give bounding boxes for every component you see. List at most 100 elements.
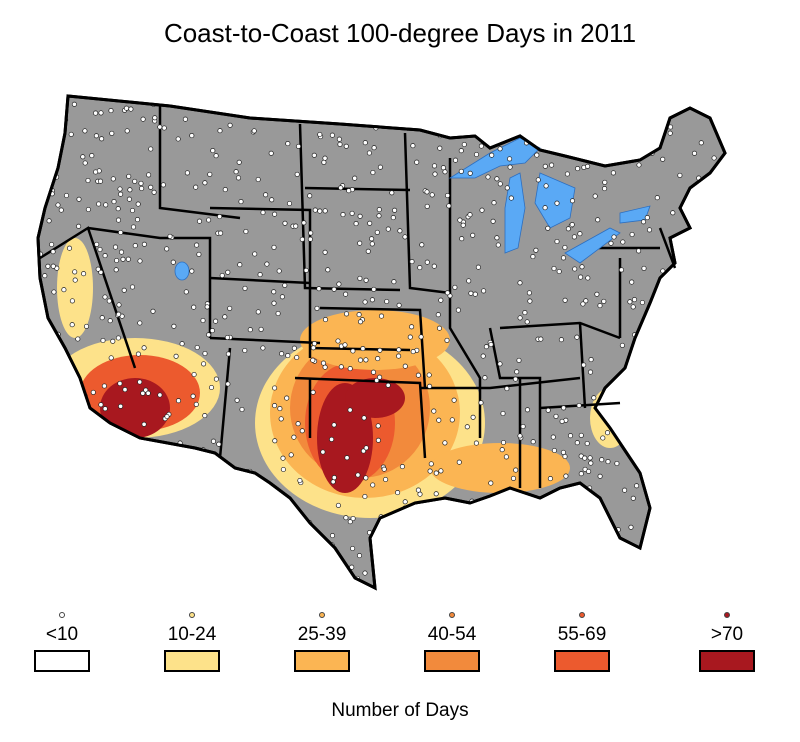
- heat-zone-sw-core: [100, 378, 170, 438]
- station-marker: [653, 425, 659, 431]
- station-marker: [662, 560, 668, 566]
- station-marker: [417, 491, 423, 497]
- station-marker: [90, 522, 96, 528]
- station-marker: [558, 140, 564, 146]
- station-marker: [128, 106, 134, 112]
- station-marker: [251, 128, 257, 134]
- station-marker: [347, 519, 353, 525]
- station-marker: [175, 398, 182, 404]
- station-marker: [704, 349, 710, 355]
- lake-michigan: [504, 172, 526, 254]
- station-marker: [608, 114, 614, 120]
- station-marker: [370, 369, 377, 375]
- station-marker: [595, 217, 601, 223]
- station-marker: [609, 577, 615, 584]
- station-marker: [701, 572, 707, 578]
- station-marker: [363, 475, 369, 481]
- station-marker: [252, 251, 258, 257]
- legend-label: >70: [710, 624, 744, 645]
- station-marker: [164, 511, 170, 517]
- station-marker: [713, 115, 719, 121]
- station-marker: [424, 203, 430, 209]
- station-marker: [524, 319, 530, 325]
- station-marker: [352, 175, 358, 181]
- station-marker: [599, 133, 605, 139]
- station-marker: [342, 342, 348, 348]
- station-marker: [485, 136, 491, 142]
- station-marker: [493, 574, 499, 580]
- station-marker: [202, 350, 208, 357]
- station-marker: [169, 479, 175, 485]
- station-marker: [479, 207, 485, 213]
- station-marker: [299, 428, 305, 434]
- station-marker: [284, 395, 290, 401]
- station-marker: [517, 433, 523, 439]
- station-marker: [636, 162, 642, 168]
- station-marker: [325, 267, 331, 273]
- station-marker: [138, 522, 144, 528]
- station-marker: [213, 318, 219, 324]
- station-marker: [115, 217, 122, 223]
- station-marker: [425, 538, 431, 545]
- station-marker: [390, 215, 396, 221]
- station-marker: [424, 259, 430, 265]
- station-marker: [100, 337, 106, 344]
- station-marker: [116, 302, 122, 308]
- lake-erie: [564, 227, 621, 264]
- station-marker: [470, 414, 476, 420]
- station-marker: [491, 200, 497, 206]
- station-marker: [694, 483, 700, 489]
- station-marker: [233, 169, 239, 175]
- station-marker: [605, 459, 611, 465]
- station-marker: [343, 143, 349, 149]
- station-marker: [338, 185, 344, 191]
- station-marker: [386, 534, 392, 540]
- station-marker: [682, 258, 688, 264]
- station-marker: [108, 108, 114, 114]
- station-marker: [667, 130, 673, 136]
- station-marker: [60, 358, 66, 364]
- station-marker: [424, 189, 430, 195]
- station-marker: [132, 243, 138, 249]
- station-marker: [90, 389, 96, 395]
- station-marker: [375, 423, 381, 429]
- station-marker: [50, 263, 56, 269]
- legend-swatch: [554, 650, 610, 672]
- station-marker: [46, 114, 53, 120]
- station-marker: [680, 402, 686, 408]
- legend-item-1: <10: [12, 612, 112, 672]
- station-marker: [371, 145, 377, 151]
- station-marker: [236, 159, 242, 165]
- lake-superior: [448, 137, 541, 179]
- station-marker: [689, 436, 695, 442]
- station-marker: [438, 468, 444, 474]
- station-marker: [640, 219, 647, 225]
- station-marker: [112, 244, 119, 250]
- station-marker: [530, 254, 536, 260]
- station-marker: [556, 268, 562, 275]
- station-marker: [399, 464, 405, 470]
- station-marker: [217, 128, 223, 134]
- station-marker: [642, 323, 648, 329]
- station-marker: [689, 347, 696, 353]
- legend-swatch: [294, 650, 350, 672]
- station-marker: [657, 100, 663, 107]
- station-marker: [179, 341, 185, 347]
- station-marker: [666, 294, 672, 300]
- station-marker: [349, 102, 355, 108]
- station-marker: [514, 369, 520, 375]
- station-marker: [641, 265, 647, 271]
- station-marker: [97, 246, 103, 253]
- station-marker: [431, 408, 437, 414]
- legend-item-6: >70: [677, 612, 777, 672]
- station-marker: [201, 361, 207, 367]
- station-marker: [587, 369, 594, 375]
- station-marker: [490, 118, 496, 124]
- station-marker: [583, 298, 589, 304]
- station-marker: [396, 353, 402, 359]
- station-marker: [57, 450, 63, 456]
- station-marker: [300, 109, 306, 115]
- station-marker: [596, 533, 602, 539]
- station-marker: [545, 517, 551, 523]
- station-marker: [316, 286, 322, 292]
